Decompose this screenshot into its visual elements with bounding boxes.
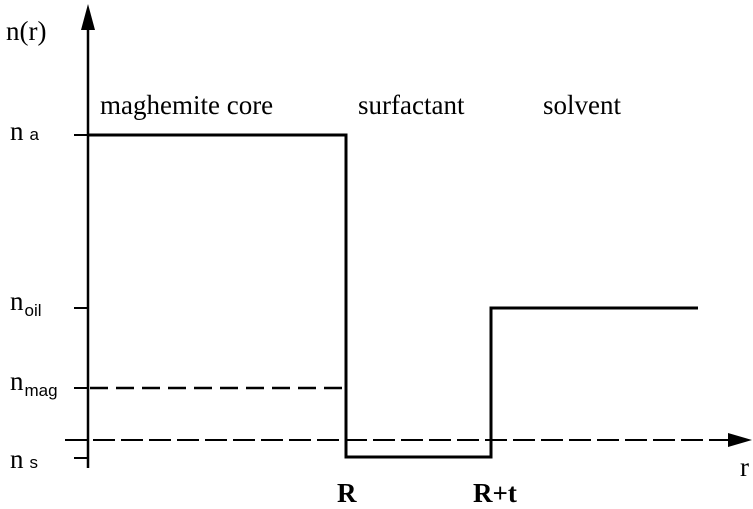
subscript: a <box>30 125 40 144</box>
symbol: n <box>10 366 24 396</box>
y-arrow <box>81 4 95 30</box>
x-label: r <box>740 452 749 482</box>
level-label: nmag <box>10 366 58 400</box>
subscript: mag <box>25 381 58 400</box>
y-label: n(r) <box>6 16 46 46</box>
profile <box>88 133 698 459</box>
symbol: n <box>10 286 24 316</box>
x-arrow <box>728 433 752 447</box>
region-label: solvent <box>543 90 621 120</box>
subscript: oil <box>25 301 42 320</box>
region-label: maghemite core <box>100 90 273 120</box>
subscript: s <box>30 453 39 472</box>
symbol: n <box>10 116 24 146</box>
position-label: R <box>337 478 357 508</box>
symbol: n <box>10 444 24 474</box>
position-label: R+t <box>473 478 517 508</box>
level-label: noil <box>10 286 42 320</box>
region-label: surfactant <box>358 90 465 120</box>
